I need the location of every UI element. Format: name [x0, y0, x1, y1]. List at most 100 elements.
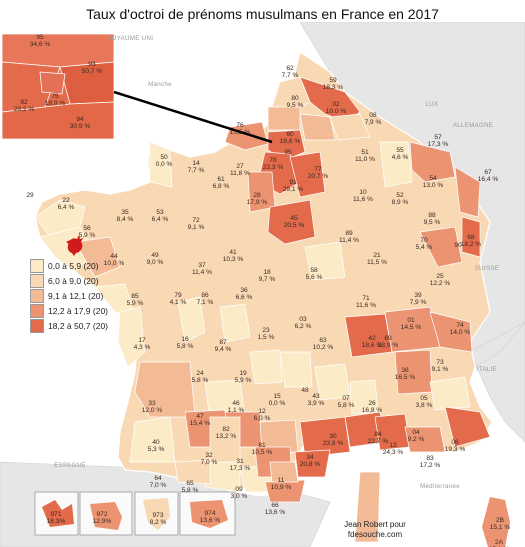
dept-value-08: 7,9 % [365, 119, 382, 126]
dept-code-32: 32 [205, 452, 213, 459]
dept-value-60: 18,6 % [280, 138, 301, 145]
dept-code-11: 11 [278, 477, 285, 484]
dept-value-38: 16,5 % [395, 374, 416, 381]
legend-swatch [30, 288, 44, 303]
dept-value-23: 1,5 % [258, 334, 275, 341]
dept-value-58: 5,6 % [306, 274, 323, 281]
dept-code-36: 36 [240, 287, 248, 294]
legend-item: 12,2 à 17,9 (20) [30, 303, 130, 318]
dept-value-57: 17,3 % [428, 141, 449, 148]
dept-code-31: 31 [236, 458, 244, 465]
dept-code-13: 13 [389, 442, 397, 449]
dept-code-15: 15 [273, 393, 281, 400]
dept-code-35: 35 [121, 209, 129, 216]
credit-line-2: fdesouche.com [347, 530, 403, 539]
dept-value-41: 10,3 % [223, 256, 244, 263]
dept-value-64: 7,0 % [150, 482, 167, 489]
dept-value-76: 15,5 % [230, 129, 251, 136]
dept-code-85: 85 [131, 293, 139, 300]
geo-label-italie: ITALIE [477, 366, 497, 373]
dept-code-93: 93 [88, 61, 96, 68]
dept-code-12: 12 [258, 408, 266, 415]
dept-value-36: 6,6 % [236, 294, 253, 301]
dept-code-974: 974 [204, 510, 215, 517]
legend-item: 9,1 à 12,1 (20) [30, 288, 130, 303]
dept-code-54: 54 [429, 175, 437, 182]
geo-label-mediterranee: Méditerranée [420, 483, 460, 490]
dept-value-40: 5,3 % [148, 446, 165, 453]
geo-label-manche: Manche [148, 81, 172, 88]
dept-code-40: 40 [152, 439, 160, 446]
dept-code-04: 04 [412, 429, 420, 436]
dept-code-79: 79 [174, 292, 182, 299]
dept-code-73: 73 [436, 359, 444, 366]
legend-label: 0,0 à 5,9 (20) [48, 260, 99, 271]
dept-value-81: 10,5 % [252, 449, 273, 456]
dept-value-93: 50,7 % [82, 68, 103, 75]
dept-code-48: 48 [301, 387, 309, 394]
dept-value-972: 12,9% [93, 518, 112, 525]
dept-value-04: 9,2 % [408, 436, 425, 443]
dept-code-33: 33 [148, 400, 156, 407]
dept-code-10: 10 [359, 189, 367, 196]
dept-value-72: 9,1 % [188, 224, 205, 231]
dept-code-55: 55 [396, 147, 404, 154]
dept-code-23: 23 [262, 327, 270, 334]
legend-item: 6,0 à 9,0 (20) [30, 273, 130, 288]
dept-value-26: 16,8 % [362, 407, 383, 414]
dept-value-68: 18,2 % [461, 241, 482, 248]
legend-label: 18,2 à 50,7 (20) [48, 320, 109, 331]
dept-value-78: 23,3 % [263, 164, 284, 171]
dept-value-84: 22,7 % [368, 438, 389, 445]
dept-code-81: 81 [258, 442, 266, 449]
dept-code-38: 38 [401, 367, 409, 374]
dept-code-01: 01 [407, 317, 415, 324]
dept-value-974: 13,6 % [200, 517, 221, 524]
dept-code-83: 83 [426, 455, 434, 462]
dept-code-971: 971 [50, 511, 61, 518]
dept-value-01: 14,5 % [401, 324, 422, 331]
credit: Jean Robert pour fdesouche.com [330, 520, 420, 540]
dept-code-2B: 2B [496, 517, 505, 524]
dept-code-84: 84 [374, 431, 382, 438]
legend: 0,0 à 5,9 (20) 6,0 à 9,0 (20) 9,1 à 12,1… [30, 258, 130, 333]
dept-value-91: 29,1 % [283, 186, 304, 193]
dept-code-17: 17 [138, 337, 146, 344]
dept-code-24: 24 [196, 370, 204, 377]
dept-code-67: 67 [484, 169, 492, 176]
dept-value-94: 30,9 % [70, 123, 91, 130]
dept-value-32: 7,0 % [201, 459, 218, 466]
dept-value-79: 4,1 % [170, 299, 187, 306]
dept-value-45: 20,5 % [284, 222, 305, 229]
dept-value-28: 17,9 % [247, 199, 268, 206]
dept-code-53: 53 [156, 209, 164, 216]
dept-code-76: 76 [236, 122, 244, 129]
dept-code-16: 16 [181, 336, 189, 343]
dept-code-2A: 2A [495, 539, 504, 546]
dept-value-30: 23,8 % [323, 440, 344, 447]
dept-value-39: 7,9 % [410, 299, 427, 306]
dept-code-59: 59 [329, 77, 337, 84]
credit-line-1: Jean Robert pour [344, 520, 406, 529]
dept-value-75: 18,9 % [45, 100, 66, 107]
dept-code-25: 25 [436, 273, 444, 280]
dept-value-19: 5,9 % [235, 377, 252, 384]
dept-code-65: 65 [186, 480, 194, 487]
dept-value-83: 17,2 % [420, 462, 441, 469]
dept-value-05: 3,8 % [416, 402, 433, 409]
dept-code-972: 972 [96, 511, 107, 518]
dept-code-06: 06 [451, 439, 459, 446]
dept-code-94: 94 [76, 116, 84, 123]
dept-code-92: 92 [20, 99, 28, 106]
dept-value-56: 5,9 % [79, 232, 96, 239]
dept-value-85: 5,9 % [127, 300, 144, 307]
dept-value-47: 15,4 % [190, 420, 211, 427]
dept-value-973: 8,2 % [150, 519, 167, 526]
dept-code-74: 74 [456, 322, 464, 329]
dept-value-61: 6,8 % [213, 183, 230, 190]
dept-value-59: 18,3 % [323, 84, 344, 91]
dept-code-62: 62 [286, 65, 294, 72]
dept-code-75: 75 [51, 93, 59, 100]
dept-code-80: 80 [291, 95, 299, 102]
legend-label: 12,2 à 17,9 (20) [48, 305, 109, 316]
